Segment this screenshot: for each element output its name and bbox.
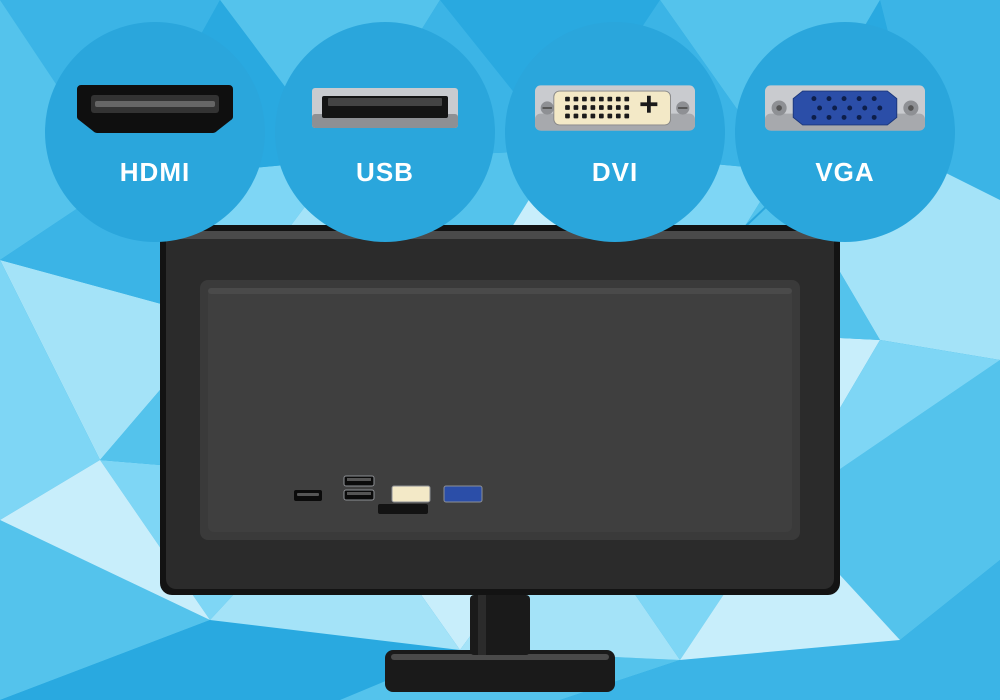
dvi-callout: DVI bbox=[505, 22, 725, 242]
usb-port-icon bbox=[305, 77, 465, 139]
dvi-label: DVI bbox=[592, 157, 638, 188]
usb-callout: USB bbox=[275, 22, 495, 242]
hdmi-callout: HDMI bbox=[45, 22, 265, 242]
hdmi-label: HDMI bbox=[120, 157, 190, 188]
usb-label: USB bbox=[356, 157, 414, 188]
hdmi-port-icon bbox=[75, 77, 235, 139]
vga-callout: VGA bbox=[735, 22, 955, 242]
dvi-port-icon bbox=[535, 77, 695, 139]
monitor-ports-infographic: HDMI USB DVI VGA bbox=[0, 0, 1000, 700]
vga-label: VGA bbox=[815, 157, 874, 188]
vga-port-icon bbox=[765, 77, 925, 139]
